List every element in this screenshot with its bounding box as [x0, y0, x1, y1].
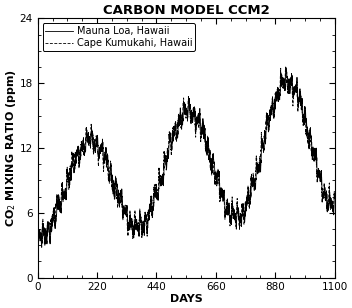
Mauna Loa, Hawaii: [312, 159, 316, 162]
Cape Kumukahi, Hawaii: [36, 223, 40, 226]
Mauna Loa, Hawaii: [109, 163, 113, 167]
Cape Kumukahi, Hawaii: [210, 159, 214, 163]
Cape Kumukahi, Hawaii: [306, 138, 310, 142]
Cape Kumukahi, Hawaii: [103, 148, 108, 152]
Legend: Mauna Loa, Hawaii, Cape Kumukahi, Hawaii: Mauna Loa, Hawaii, Cape Kumukahi, Hawaii: [43, 23, 195, 51]
X-axis label: DAYS: DAYS: [170, 294, 202, 304]
Mauna Loa, Hawaii: [284, 66, 288, 70]
Cape Kumukahi, Hawaii: [333, 194, 337, 197]
Line: Cape Kumukahi, Hawaii: Cape Kumukahi, Hawaii: [38, 67, 335, 246]
Mauna Loa, Hawaii: [210, 161, 214, 165]
Cape Kumukahi, Hawaii: [39, 245, 43, 248]
Mauna Loa, Hawaii: [326, 202, 330, 206]
Mauna Loa, Hawaii: [306, 132, 310, 136]
Y-axis label: CO$_2$ MIXING RATIO (ppm): CO$_2$ MIXING RATIO (ppm): [4, 69, 18, 227]
Cape Kumukahi, Hawaii: [326, 206, 330, 210]
Cape Kumukahi, Hawaii: [312, 159, 316, 163]
Line: Mauna Loa, Hawaii: Mauna Loa, Hawaii: [38, 68, 335, 247]
Mauna Loa, Hawaii: [36, 224, 40, 228]
Mauna Loa, Hawaii: [40, 245, 44, 249]
Cape Kumukahi, Hawaii: [109, 172, 113, 176]
Cape Kumukahi, Hawaii: [283, 65, 288, 69]
Title: CARBON MODEL CCM2: CARBON MODEL CCM2: [103, 4, 270, 17]
Mauna Loa, Hawaii: [103, 149, 108, 152]
Mauna Loa, Hawaii: [333, 191, 337, 195]
